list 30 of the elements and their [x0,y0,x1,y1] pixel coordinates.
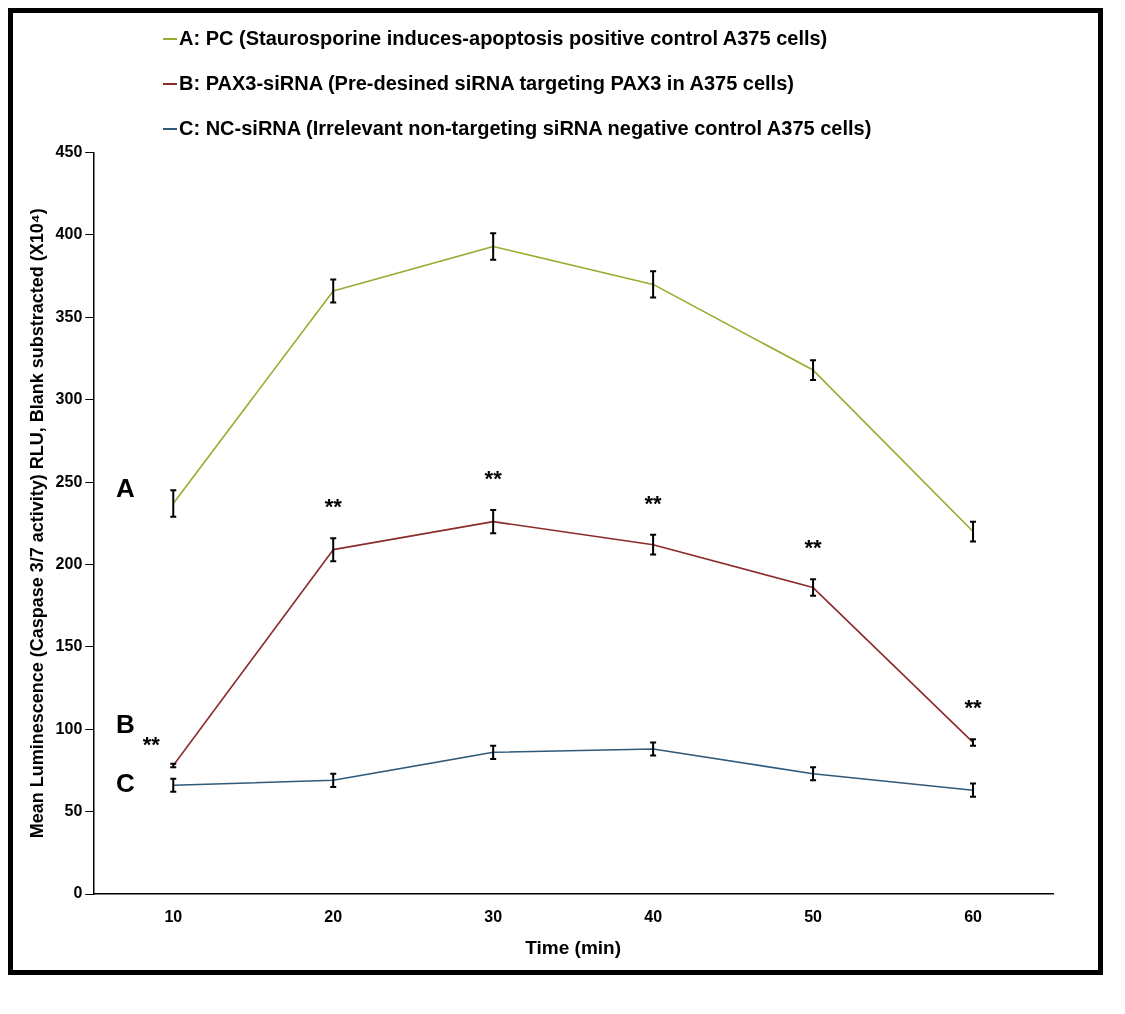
annotation: ** [324,494,343,520]
y-tick-label: 400 [55,225,83,243]
x-tick-label: 30 [484,908,503,926]
annotation: ** [964,695,983,721]
y-tick-label: 350 [55,307,83,325]
y-tick-label: 100 [55,719,83,737]
y-tick-label: 300 [55,390,83,408]
x-tick-label: 20 [324,908,343,926]
legend-label: B: PAX3-siRNA (Pre-desined siRNA targeting PAX3 in A375 cells) [179,72,794,95]
y-tick-label: 50 [64,802,83,820]
x-axis-title: Time (min) [525,936,622,958]
y-tick-label: 250 [55,472,83,490]
annotation: ** [644,490,663,516]
y-axis-title: Mean Luminescence (Caspase 3/7 activity) RLU, Blank substracted (X10⁴) [26,208,47,839]
x-tick-label: 60 [964,908,983,926]
legend-label: A: PC (Staurosporine induces-apoptosis positive control A375 cells) [179,27,828,50]
annotation: C [115,768,135,799]
x-tick-label: 40 [644,908,663,926]
annotation: B [115,708,135,739]
annotation: ** [142,731,161,757]
annotation: ** [804,535,823,561]
y-tick-label: 200 [55,554,83,572]
legend-label: C: NC-siRNA (Irrelevant non-targeting siRNA negative control A375 cells) [179,117,872,140]
annotation: ** [484,466,503,492]
y-tick-label: 0 [73,884,83,902]
x-tick-label: 10 [164,908,183,926]
annotation: A [115,472,135,503]
y-tick-label: 150 [55,637,83,655]
y-tick-label: 450 [55,143,83,161]
x-tick-label: 50 [804,908,823,926]
